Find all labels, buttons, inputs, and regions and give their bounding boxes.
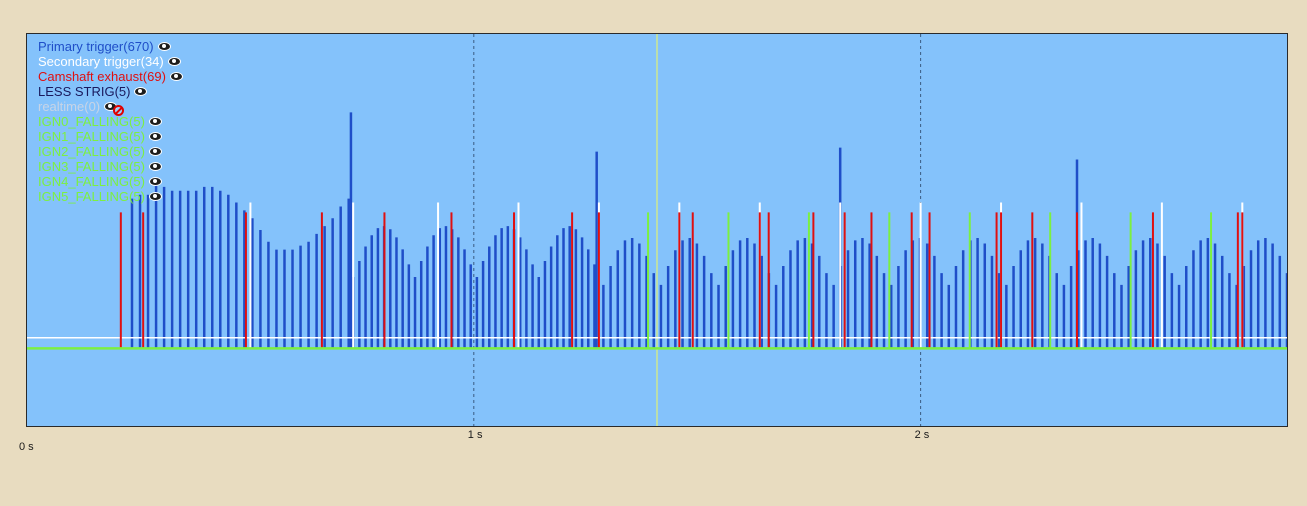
legend-item[interactable]: IGN5_FALLING(5) [38,189,183,204]
eye-hidden-icon[interactable] [104,102,125,116]
chart-canvas [27,34,1287,426]
legend-item[interactable]: IGN4_FALLING(5) [38,174,183,189]
eye-icon[interactable] [148,147,162,156]
legend-label: IGN0_FALLING(5) [38,114,145,129]
legend-item[interactable]: realtime(0) [38,99,183,116]
legend-item[interactable]: IGN2_FALLING(5) [38,144,183,159]
legend-label: IGN2_FALLING(5) [38,144,145,159]
eye-icon[interactable] [167,57,181,66]
x-tick-label: 1 s [467,429,483,441]
legend-label: IGN3_FALLING(5) [38,159,145,174]
eye-icon[interactable] [134,87,148,96]
legend-label: LESS STRIG(5) [38,84,131,99]
legend-item[interactable]: Primary trigger(670) [38,39,183,54]
eye-icon[interactable] [157,42,171,51]
legend-label: Camshaft exhaust(69) [38,69,166,84]
eye-icon[interactable] [148,132,162,141]
eye-icon[interactable] [148,177,162,186]
legend-label: Secondary trigger(34) [38,54,164,69]
legend-item[interactable]: LESS STRIG(5) [38,84,183,99]
legend-label: IGN5_FALLING(5) [38,189,145,204]
eye-icon[interactable] [148,117,162,126]
x-tick-label: 0 s [19,441,34,453]
legend-item[interactable]: Camshaft exhaust(69) [38,69,183,84]
signal-plot[interactable]: Primary trigger(670) Secondary trigger(34… [26,33,1288,427]
legend-item[interactable]: IGN3_FALLING(5) [38,159,183,174]
legend-label: Primary trigger(670) [38,39,154,54]
x-tick-label: 2 s [914,429,930,441]
legend-item[interactable]: IGN1_FALLING(5) [38,129,183,144]
eye-icon[interactable] [148,162,162,171]
legend-label: IGN4_FALLING(5) [38,174,145,189]
eye-icon[interactable] [148,192,162,201]
hidden-indicator-icon [113,105,125,116]
legend-label: realtime(0) [38,99,101,114]
legend: Primary trigger(670) Secondary trigger(34… [38,39,183,204]
legend-item[interactable]: IGN0_FALLING(5) [38,114,183,129]
legend-label: IGN1_FALLING(5) [38,129,145,144]
legend-item[interactable]: Secondary trigger(34) [38,54,183,69]
eye-icon[interactable] [169,72,183,81]
